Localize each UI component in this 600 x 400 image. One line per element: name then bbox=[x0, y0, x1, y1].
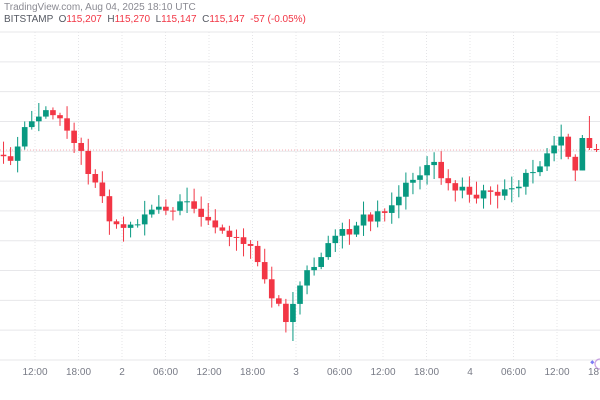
svg-text:2: 2 bbox=[119, 367, 125, 378]
svg-text:3: 3 bbox=[293, 367, 299, 378]
svg-text:12:00: 12:00 bbox=[370, 367, 395, 378]
svg-text:18:00: 18:00 bbox=[240, 367, 265, 378]
svg-text:06:00: 06:00 bbox=[153, 367, 178, 378]
svg-text:12:00: 12:00 bbox=[544, 367, 569, 378]
svg-text:18:00: 18:00 bbox=[414, 367, 439, 378]
svg-text:06:00: 06:00 bbox=[327, 367, 352, 378]
svg-text:12:00: 12:00 bbox=[22, 367, 47, 378]
svg-text:4: 4 bbox=[467, 367, 473, 378]
svg-text:18:00: 18:00 bbox=[66, 367, 91, 378]
svg-text:12:00: 12:00 bbox=[196, 367, 221, 378]
svg-text:06:00: 06:00 bbox=[501, 367, 526, 378]
